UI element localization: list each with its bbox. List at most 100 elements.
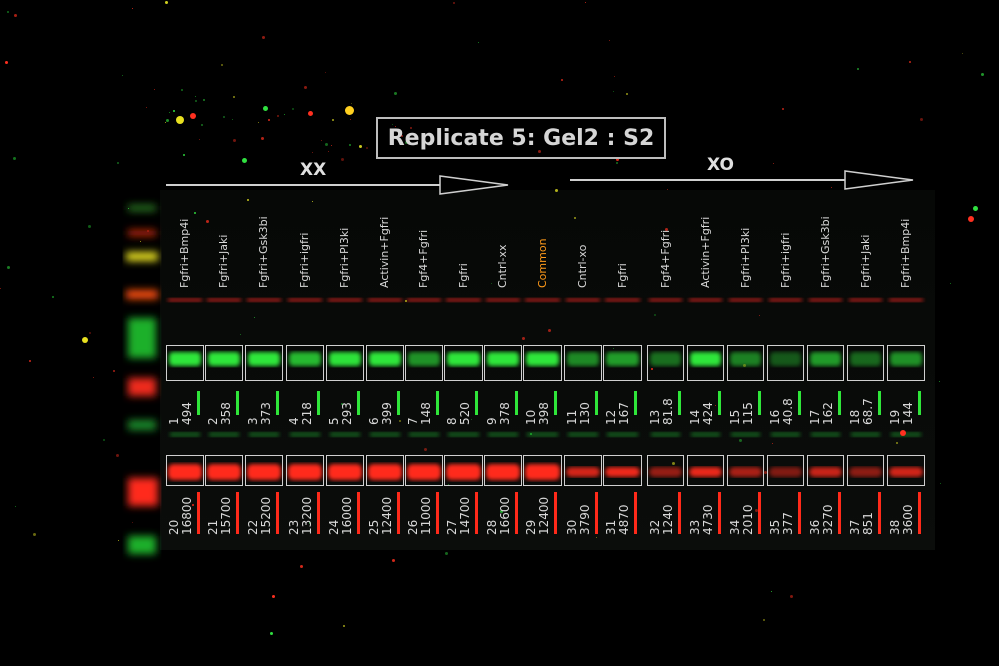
speckle <box>240 334 241 335</box>
green-band-value: 520 <box>458 402 472 425</box>
red-band-box <box>405 455 443 486</box>
red-value-marker <box>357 492 360 534</box>
red-band-box <box>523 455 562 486</box>
green-band <box>890 352 922 366</box>
red-band-box <box>727 455 764 486</box>
speckle <box>247 199 249 201</box>
speckle <box>82 337 88 343</box>
speckle <box>896 442 898 444</box>
red-value-marker <box>475 492 478 534</box>
speckle <box>350 119 351 120</box>
green-band-box <box>405 345 443 381</box>
speckle <box>284 114 285 115</box>
speckle <box>233 139 236 142</box>
green-band-box <box>205 345 243 381</box>
top-red-band <box>368 298 402 302</box>
speckle <box>900 430 906 436</box>
green-value-marker <box>515 391 518 415</box>
lane-label: Fgfri+igfri <box>298 232 311 288</box>
red-band <box>328 464 362 480</box>
red-band-value: 377 <box>781 512 795 535</box>
red-value-marker <box>838 492 841 534</box>
speckle <box>242 158 247 163</box>
red-band-value: 4870 <box>617 504 631 535</box>
speckle <box>33 533 36 536</box>
speckle <box>471 419 472 420</box>
speckle <box>405 141 408 144</box>
speckle <box>343 625 345 627</box>
speckle <box>665 228 668 231</box>
lower-green-band <box>370 432 400 437</box>
speckle <box>616 162 618 164</box>
red-value-marker <box>436 492 439 534</box>
speckle <box>128 208 129 209</box>
red-band-value: 851 <box>861 512 875 535</box>
speckle <box>401 135 403 137</box>
lane-label: Cntrl-xo <box>576 244 589 288</box>
speckle <box>302 276 303 277</box>
red-band-value: 2010 <box>741 504 755 535</box>
green-value-marker <box>838 391 841 415</box>
red-band-value: 16800 <box>180 496 194 535</box>
green-band <box>169 352 201 366</box>
red-band-box <box>847 455 884 486</box>
lane-label: Fgfri+Gsk3bi <box>257 216 270 288</box>
red-band-value: 3270 <box>821 504 835 535</box>
red-band-box <box>603 455 642 486</box>
speckle <box>165 122 166 123</box>
speckle <box>763 619 765 621</box>
lower-green-band <box>488 432 518 437</box>
speckle <box>308 111 313 116</box>
lower-green-band <box>170 432 200 437</box>
speckle <box>173 110 175 112</box>
speckle <box>759 315 760 316</box>
speckle <box>743 364 746 367</box>
speckle <box>304 86 307 89</box>
title-box: Replicate 5: Gel2 : S2 <box>376 117 666 159</box>
lane-label: Fgfri+Jaki <box>217 234 230 288</box>
speckle <box>29 360 31 362</box>
green-band-box <box>564 345 602 381</box>
green-value-marker <box>634 391 637 415</box>
red-band-box <box>286 455 324 486</box>
top-red-band <box>247 298 281 302</box>
speckle <box>147 230 149 232</box>
red-band <box>368 464 402 480</box>
green-band-box <box>523 345 562 381</box>
speckle <box>169 112 170 113</box>
speckle <box>672 462 675 465</box>
speckle <box>116 454 119 457</box>
speckle <box>782 108 784 110</box>
top-red-band <box>849 298 882 302</box>
red-value-marker <box>236 492 239 534</box>
speckle <box>424 448 427 451</box>
green-band-value: 81.8 <box>661 398 675 425</box>
green-value-marker <box>236 391 239 415</box>
top-red-band <box>809 298 842 302</box>
speckle <box>89 332 91 334</box>
top-red-band <box>486 298 520 302</box>
red-value-marker <box>397 492 400 534</box>
speckle <box>52 296 54 298</box>
speckle <box>500 510 503 513</box>
speckle <box>667 189 668 190</box>
speckle <box>939 381 940 382</box>
red-band <box>566 467 600 477</box>
speckle <box>194 212 196 214</box>
red-value-marker <box>798 492 801 534</box>
speckle <box>7 266 10 269</box>
red-band-box <box>484 455 522 486</box>
speckle <box>410 127 412 129</box>
green-band-box <box>687 345 724 381</box>
speckle <box>262 36 265 39</box>
green-band-value: 293 <box>340 402 354 425</box>
red-band <box>809 467 842 477</box>
red-band <box>889 467 923 477</box>
red-band-value: 15700 <box>219 496 233 535</box>
green-band-value: 115 <box>741 402 755 425</box>
red-band <box>525 464 560 480</box>
speckle <box>392 559 395 562</box>
green-band-value: 144 <box>901 402 915 425</box>
speckle <box>395 126 396 127</box>
green-band-box <box>847 345 884 381</box>
